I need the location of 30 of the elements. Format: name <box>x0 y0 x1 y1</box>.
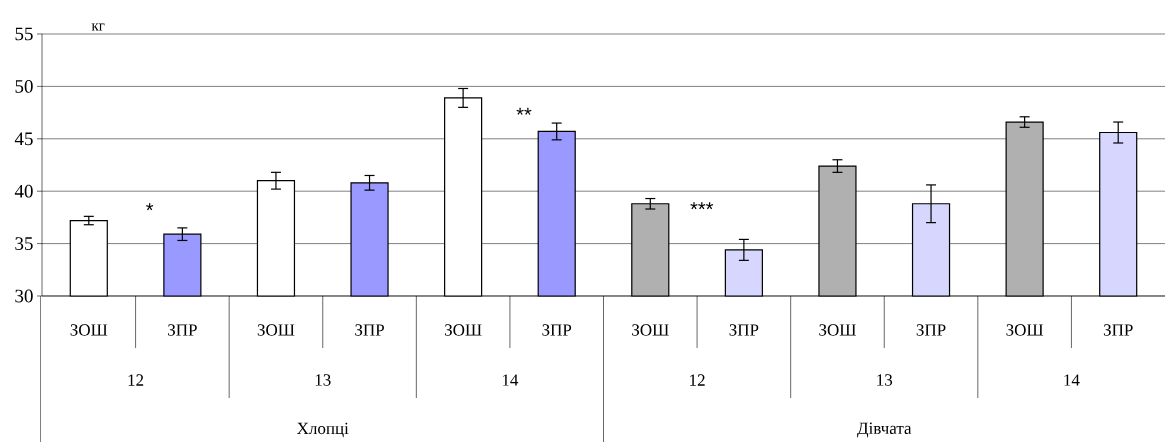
y-tick-label: 50 <box>15 80 33 93</box>
x-tick-label: ЗПР <box>168 324 197 336</box>
x-tick-label: ЗОШ <box>632 324 669 336</box>
x-tick-label: ЗОШ <box>819 324 856 336</box>
x-tick-label: ЗПР <box>916 324 946 336</box>
x-tick-label: ЗОШ <box>444 324 482 336</box>
x-tick-label: ЗПР <box>542 324 572 336</box>
x-tick-label: ЗПР <box>729 324 759 336</box>
y-tick-label: 55 <box>15 27 33 41</box>
annotation: *** <box>690 202 714 210</box>
text: 12 <box>690 374 705 386</box>
x-tick-label: ЗПР <box>355 324 384 336</box>
x-tick-label: ЗОШ <box>70 324 108 336</box>
y-tick-label: 40 <box>14 184 33 198</box>
text: 12 <box>128 374 144 386</box>
y-tick-label: 30 <box>15 289 33 303</box>
text: 14 <box>502 374 519 386</box>
text: Хлопці <box>297 422 349 438</box>
y-axis-title: кг <box>91 23 105 31</box>
text: Дівчата <box>857 422 912 438</box>
x-tick-label: ЗОШ <box>1006 324 1044 336</box>
x-tick-label: ЗОШ <box>257 324 295 336</box>
annotation: * <box>146 203 154 211</box>
annotation: ** <box>516 107 532 115</box>
y-tick-label: 45 <box>14 132 33 146</box>
text: 14 <box>1064 374 1080 386</box>
text: 13 <box>877 374 893 386</box>
text: 13 <box>315 374 331 386</box>
x-tick-label: ЗПР <box>1103 324 1133 336</box>
y-tick-label: 35 <box>15 237 33 250</box>
